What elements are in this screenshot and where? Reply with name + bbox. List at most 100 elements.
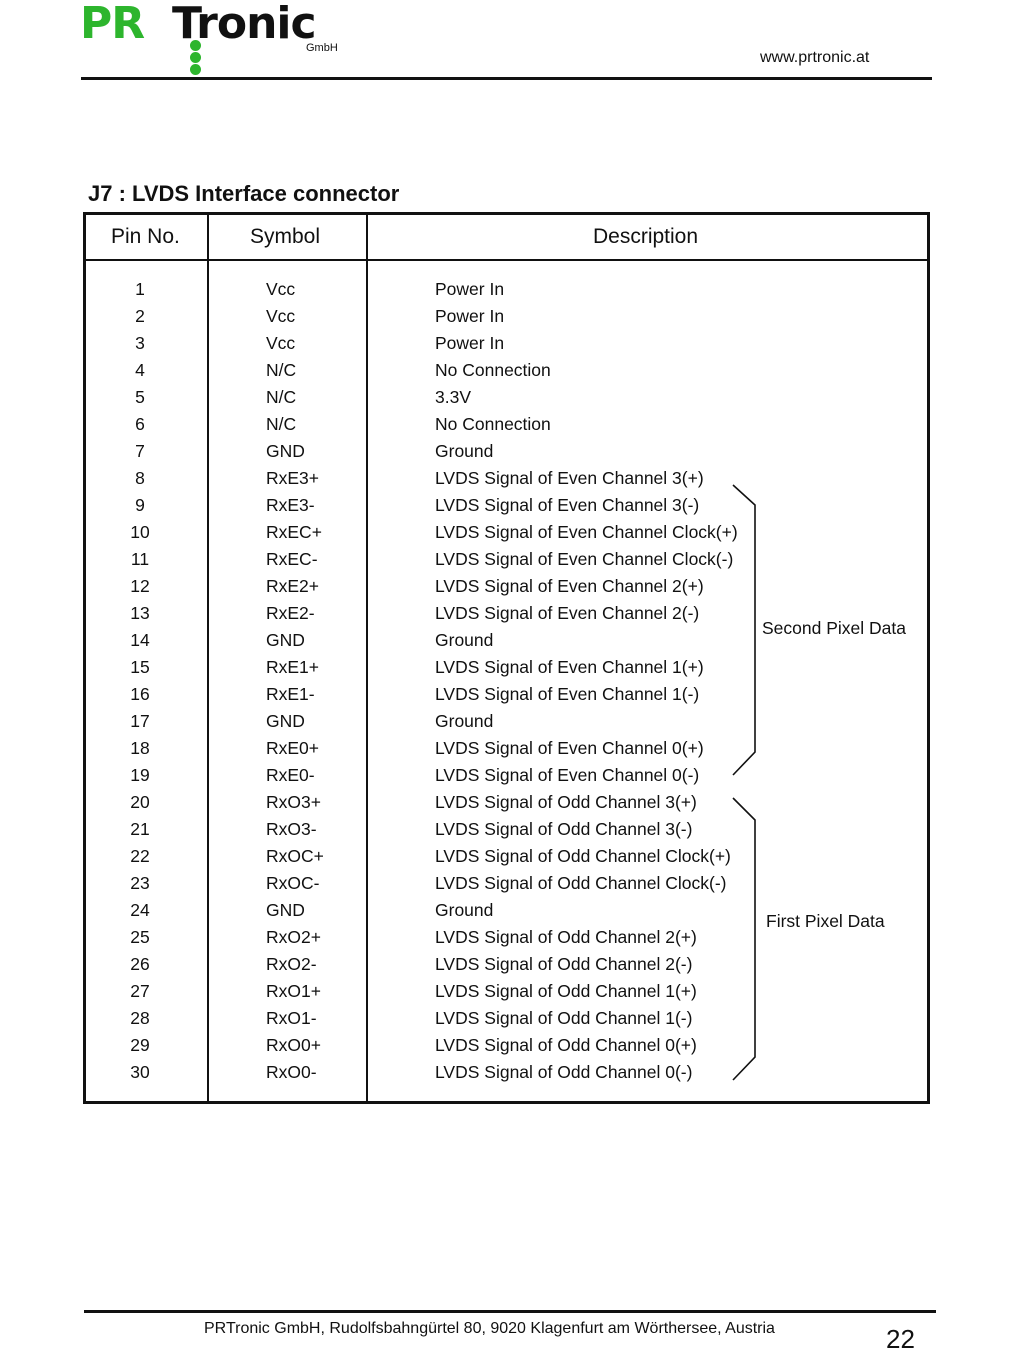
pin-symbol: GND [266, 630, 305, 650]
pin-number: 12 [130, 576, 150, 596]
pin-symbol: Vcc [266, 306, 296, 326]
pin-number: 24 [130, 900, 150, 920]
pin-number: 23 [130, 873, 150, 893]
pin-number: 16 [130, 684, 150, 704]
pin-number: 18 [130, 738, 150, 758]
header-divider [81, 77, 932, 80]
pin-number: 5 [135, 387, 145, 407]
pin-symbol: RxO2- [266, 954, 317, 974]
pin-description: LVDS Signal of Even Channel Clock(-) [435, 549, 734, 569]
pin-description: LVDS Signal of Odd Channel 2(+) [435, 927, 697, 947]
column-header-description: Description [593, 225, 699, 248]
pin-symbol: N/C [266, 414, 297, 434]
pin-symbol: Vcc [266, 333, 296, 353]
pin-description: LVDS Signal of Odd Channel Clock(-) [435, 873, 727, 893]
pin-number: 1 [135, 279, 145, 299]
pin-number: 30 [130, 1062, 150, 1082]
pin-number: 4 [135, 360, 145, 380]
pin-description: Power In [435, 279, 505, 299]
pin-description: LVDS Signal of Even Channel 3(+) [435, 468, 704, 488]
pin-number: 20 [130, 792, 150, 812]
pin-number: 15 [130, 657, 150, 677]
pin-number: 19 [130, 765, 150, 785]
pin-description: LVDS Signal of Even Channel 2(+) [435, 576, 704, 596]
pin-number: 7 [135, 441, 145, 461]
pin-symbol: RxE0+ [266, 738, 320, 758]
pin-number: 21 [130, 819, 150, 839]
pin-symbol: RxE2+ [266, 576, 320, 596]
pin-symbol: RxO1- [266, 1008, 317, 1028]
pin-symbol: RxO0- [266, 1062, 317, 1082]
pin-description: LVDS Signal of Odd Channel 1(-) [435, 1008, 693, 1028]
pin-description: 3.3V [435, 387, 471, 407]
pin-number: 22 [130, 846, 150, 866]
pin-number: 29 [130, 1035, 150, 1055]
pin-number: 2 [135, 306, 145, 326]
pin-description: LVDS Signal of Even Channel 0(-) [435, 765, 700, 785]
pin-description: LVDS Signal of Odd Channel 1(+) [435, 981, 697, 1001]
pin-symbol: Vcc [266, 279, 296, 299]
pin-symbol: RxOC+ [266, 846, 324, 866]
pin-number: 17 [130, 711, 150, 731]
pin-description: Power In [435, 306, 505, 326]
pin-symbol: RxE1- [266, 684, 315, 704]
pin-description: Ground [435, 711, 494, 731]
pin-symbol: RxE2- [266, 603, 315, 623]
pin-symbol: RxO3- [266, 819, 317, 839]
pin-description: LVDS Signal of Even Channel 2(-) [435, 603, 700, 623]
pin-description: LVDS Signal of Odd Channel 2(-) [435, 954, 693, 974]
pin-number: 27 [130, 981, 150, 1001]
website-url: www.prtronic.at [760, 49, 870, 66]
pin-symbol: RxEC+ [266, 522, 322, 542]
pin-description: Ground [435, 441, 494, 461]
column-header-symbol: Symbol [250, 225, 321, 248]
pin-description: LVDS Signal of Odd Channel 3(-) [435, 819, 693, 839]
pin-description: LVDS Signal of Odd Channel Clock(+) [435, 846, 731, 866]
pin-number: 26 [130, 954, 150, 974]
pin-number: 11 [130, 549, 150, 569]
section-title: J7 : LVDS Interface connector [88, 181, 400, 206]
footer-divider [84, 1310, 936, 1313]
pin-symbol: RxE1+ [266, 657, 320, 677]
pin-description: LVDS Signal of Even Channel Clock(+) [435, 522, 738, 542]
prtronic-logo: PR Tronic GmbH [80, 0, 370, 75]
pin-symbol: RxOC- [266, 873, 320, 893]
pin-symbol: RxO3+ [266, 792, 321, 812]
pin-description: LVDS Signal of Odd Channel 3(+) [435, 792, 697, 812]
pin-number: 6 [135, 414, 145, 434]
pin-number: 28 [130, 1008, 150, 1028]
pin-symbol: N/C [266, 387, 297, 407]
pin-description: LVDS Signal of Even Channel 3(-) [435, 495, 700, 515]
group-label-second-pixel: Second Pixel Data [762, 618, 906, 638]
pin-description: LVDS Signal of Even Channel 0(+) [435, 738, 704, 758]
column-header-pin: Pin No. [111, 225, 180, 248]
pin-number: 9 [135, 495, 145, 515]
pin-symbol: RxO2+ [266, 927, 321, 947]
pin-symbol: GND [266, 441, 305, 461]
pin-description: No Connection [435, 414, 551, 434]
pin-symbol: RxO0+ [266, 1035, 321, 1055]
pin-number: 3 [135, 333, 145, 353]
pin-symbol: RxE3+ [266, 468, 320, 488]
footer-address: PRTronic GmbH, Rudolfsbahngürtel 80, 902… [204, 1320, 775, 1337]
pin-symbol: RxE3- [266, 495, 315, 515]
pin-number: 25 [130, 927, 150, 947]
pin-symbol: RxEC- [266, 549, 318, 569]
pin-symbol: RxO1+ [266, 981, 321, 1001]
pin-symbol: GND [266, 711, 305, 731]
pin-description: LVDS Signal of Even Channel 1(-) [435, 684, 700, 704]
pin-description: LVDS Signal of Even Channel 1(+) [435, 657, 704, 677]
pin-table: Pin No. Symbol Description [83, 212, 930, 1104]
pin-description: LVDS Signal of Odd Channel 0(-) [435, 1062, 693, 1082]
pin-description: No Connection [435, 360, 551, 380]
pin-number: 8 [135, 468, 145, 488]
pin-number: 14 [130, 630, 150, 650]
pin-description: LVDS Signal of Odd Channel 0(+) [435, 1035, 697, 1055]
pin-number: 13 [130, 603, 150, 623]
page-number: 22 [886, 1324, 915, 1350]
pin-symbol: RxE0- [266, 765, 315, 785]
group-label-first-pixel: First Pixel Data [766, 911, 885, 931]
pin-description: Ground [435, 630, 494, 650]
